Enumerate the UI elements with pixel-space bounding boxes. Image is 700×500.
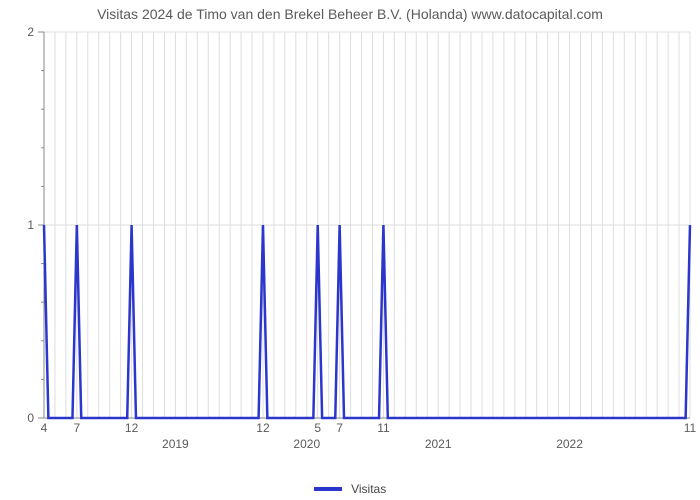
svg-text:11: 11 (377, 421, 390, 435)
legend-label: Visitas (351, 482, 386, 496)
svg-text:2019: 2019 (162, 437, 189, 451)
svg-text:2020: 2020 (293, 437, 320, 451)
svg-text:11: 11 (684, 421, 697, 435)
chart-title: Visitas 2024 de Timo van den Brekel Behe… (0, 0, 700, 22)
chart-container: 0124712125711112019202020212022 (0, 26, 700, 466)
svg-text:7: 7 (74, 421, 81, 435)
svg-text:0: 0 (27, 411, 34, 425)
legend-swatch (314, 487, 342, 491)
svg-text:12: 12 (256, 421, 270, 435)
svg-text:4: 4 (41, 421, 48, 435)
svg-text:2021: 2021 (425, 437, 452, 451)
svg-text:12: 12 (125, 421, 139, 435)
svg-text:7: 7 (336, 421, 343, 435)
svg-text:2022: 2022 (556, 437, 583, 451)
svg-text:2: 2 (27, 26, 34, 39)
legend: Visitas (0, 481, 700, 496)
svg-text:5: 5 (314, 421, 321, 435)
visits-line-chart: 0124712125711112019202020212022 (0, 26, 700, 466)
svg-text:1: 1 (27, 218, 34, 232)
